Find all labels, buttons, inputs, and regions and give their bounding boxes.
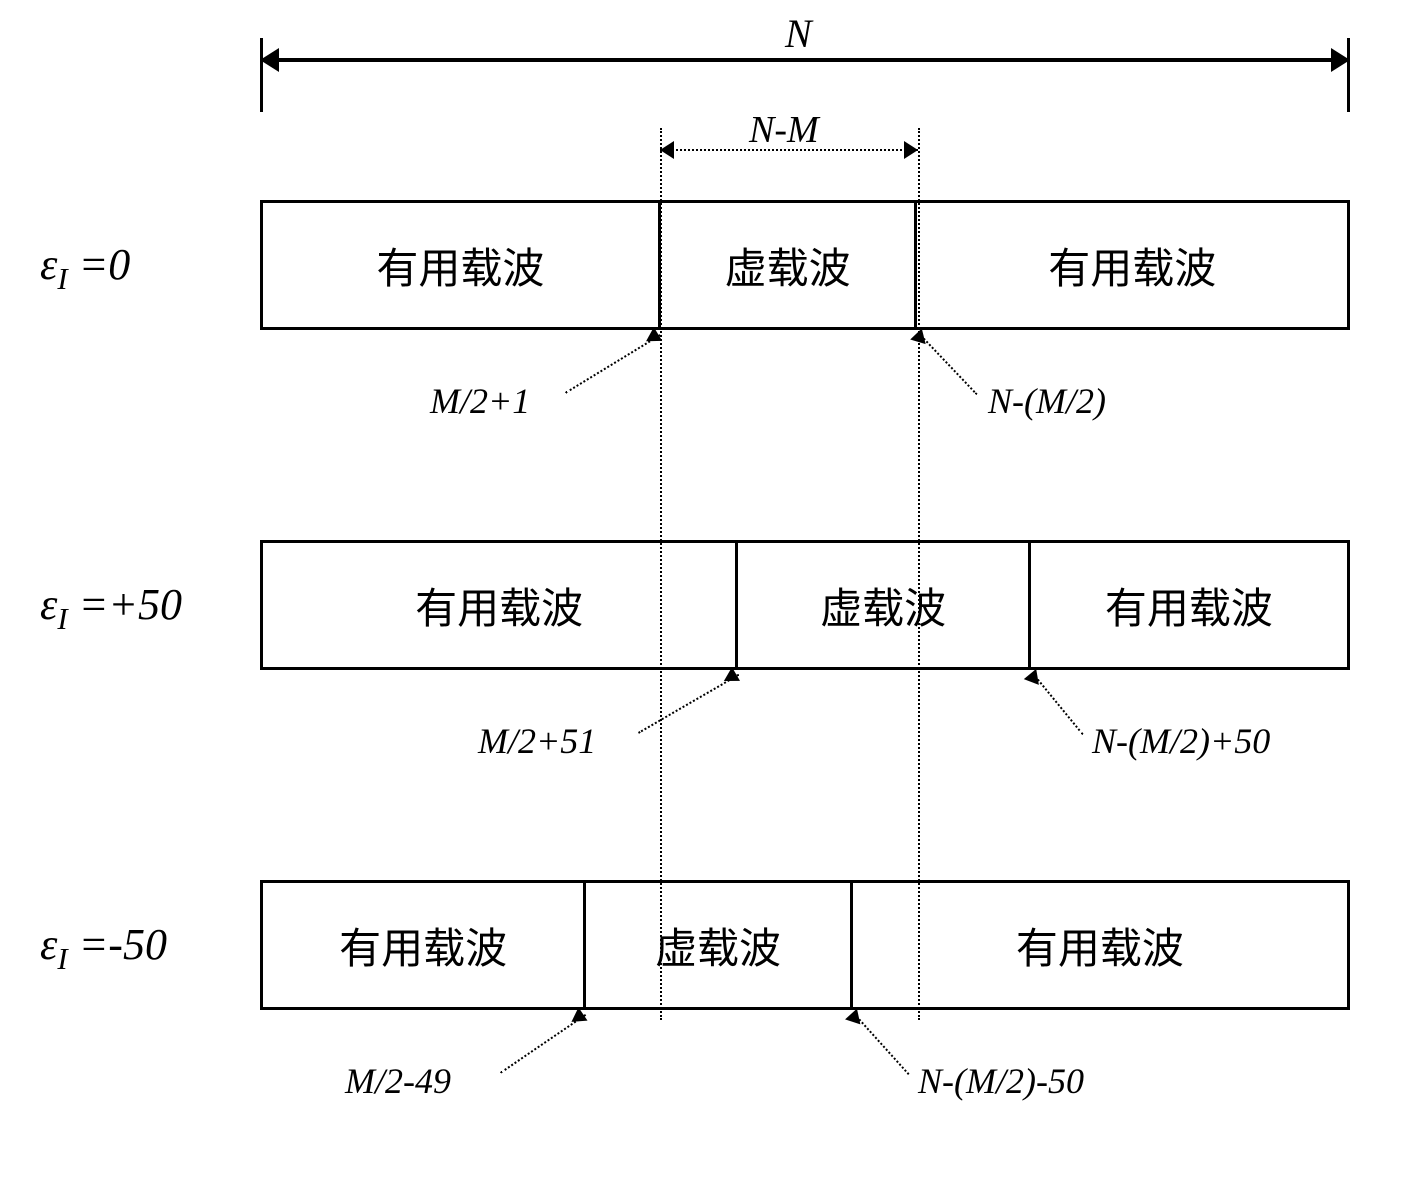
row-epsilon-minus50: 有用载波虚载波有用载波 [260,880,1350,1010]
useful-carrier-cell: 有用载波 [263,203,661,327]
ptr-r2-left: M/2+51 [478,720,596,762]
useful-carrier-cell: 有用载波 [917,203,1347,327]
epsilon-minus50-label: εI =-50 [40,919,167,977]
epsilon-zero-label: εI =0 [40,239,130,297]
ptr-r2-right: N-(M/2)+50 [1092,720,1270,762]
useful-carrier-cell: 有用载波 [263,883,586,1007]
row-epsilon-0: 有用载波虚载波有用载波 [260,200,1350,330]
epsilon-plus50-label: εI =+50 [40,579,182,637]
ptr-r1-left: M/2+1 [430,380,530,422]
ptr-line-r2-left [638,674,739,734]
ptr-r3-right: N-(M/2)-50 [918,1060,1084,1102]
useful-carrier-cell: 有用载波 [263,543,738,667]
nm-label: N-M [749,108,819,152]
n-span-line [260,58,1350,62]
row-epsilon-plus50: 有用载波虚载波有用载波 [260,540,1350,670]
virtual-carrier-cell: 虚载波 [738,543,1030,667]
ptr-r3-left: M/2-49 [345,1060,451,1102]
n-label: N [785,10,812,57]
nm-span-line [660,149,918,151]
useful-carrier-cell: 有用载波 [853,883,1347,1007]
useful-carrier-cell: 有用载波 [1031,543,1347,667]
ptr-r1-right: N-(M/2) [988,380,1106,422]
virtual-carrier-cell: 虚载波 [661,203,918,327]
virtual-carrier-cell: 虚载波 [586,883,853,1007]
